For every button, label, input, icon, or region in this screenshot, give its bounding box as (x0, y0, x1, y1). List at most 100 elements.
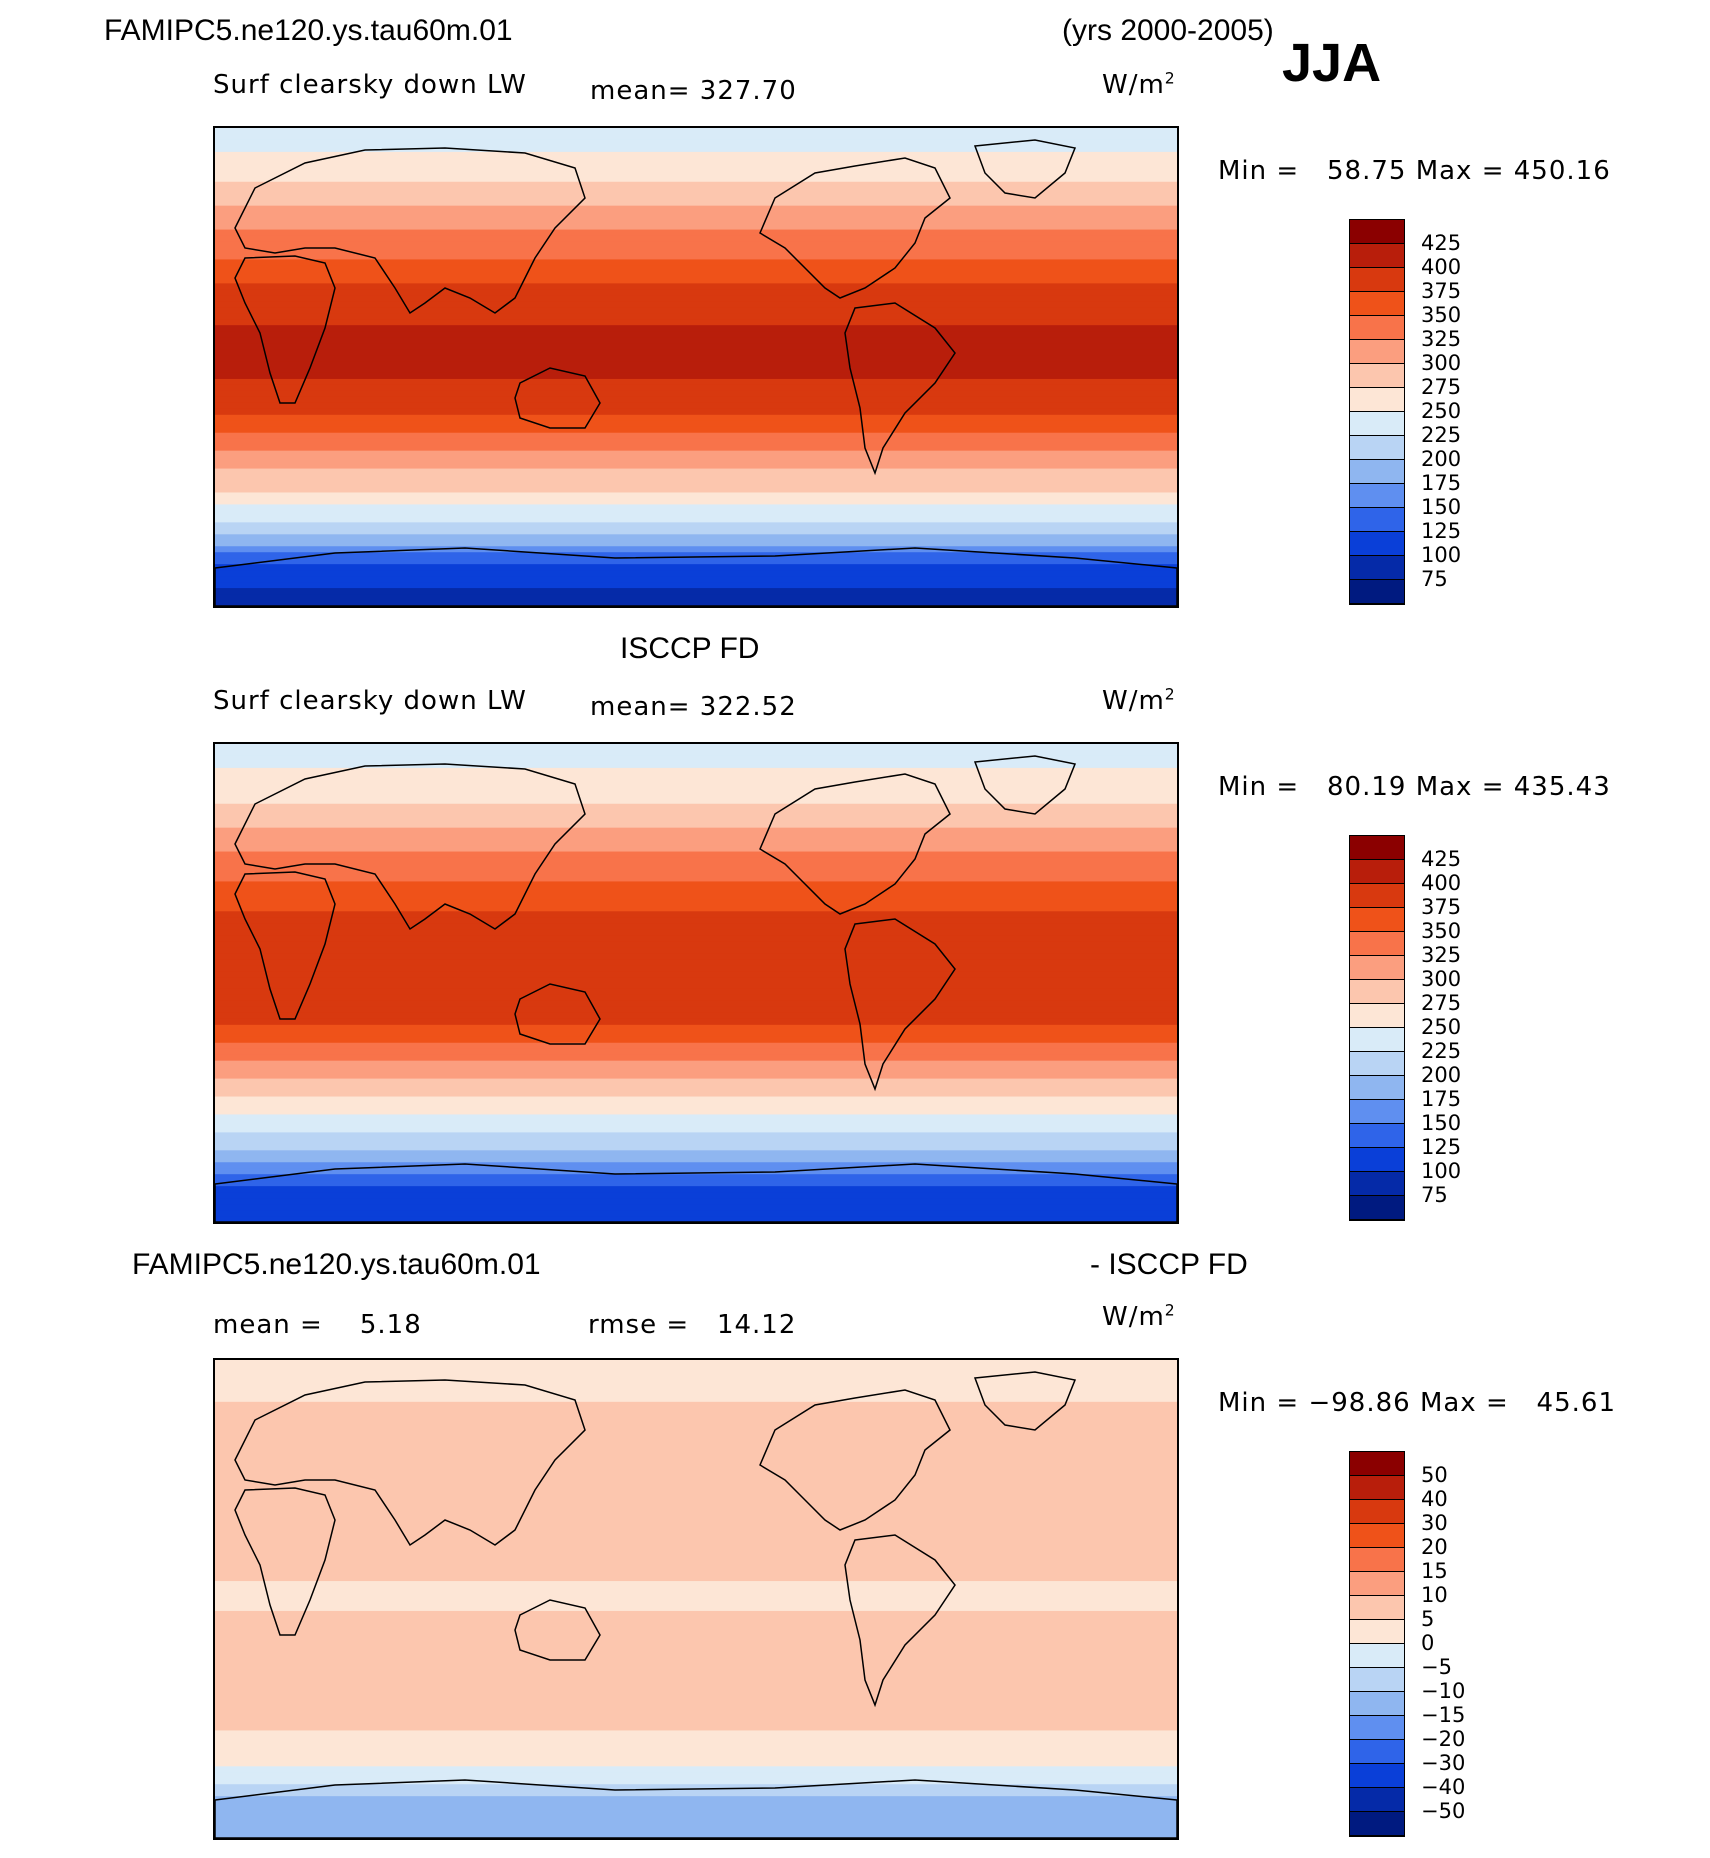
zonal-band (215, 295, 1177, 302)
zonal-band (215, 773, 1177, 781)
zonal-band (215, 1766, 1177, 1773)
colorbar-swatch (1350, 1148, 1404, 1172)
colorbar-swatch (1350, 1548, 1404, 1572)
zonal-band (215, 881, 1177, 888)
zonal-band (215, 1419, 1177, 1427)
zonal-band (215, 1060, 1177, 1068)
zonal-band (215, 1772, 1177, 1779)
zonal-band (215, 408, 1177, 416)
zonal-band (215, 253, 1177, 261)
zonal-band (215, 205, 1177, 213)
zonal-band (215, 1593, 1177, 1600)
zonal-band (215, 749, 1177, 757)
colorbar-swatch (1350, 884, 1404, 908)
coastline (234, 1379, 586, 1547)
zonal-band (215, 157, 1177, 165)
zonal-band (215, 313, 1177, 320)
zonal-band (215, 833, 1177, 841)
colorbar-swatch (1350, 1668, 1404, 1692)
colorbar-swatch (1350, 268, 1404, 292)
panel3-minmax: Min = −98.86 Max = 45.61 (1218, 1388, 1616, 1418)
zonal-band (215, 779, 1177, 787)
zonal-band (215, 588, 1177, 595)
zonal-band (215, 1150, 1177, 1157)
zonal-band (215, 1443, 1177, 1451)
zonal-band (215, 355, 1177, 362)
colorbar-tick-label: 50 (1421, 1463, 1448, 1487)
panel1-minmax: Min = 58.75 Max = 450.16 (1218, 156, 1611, 186)
zonal-band (215, 863, 1177, 871)
zonal-band (215, 869, 1177, 877)
colorbar-tick-label: 15 (1421, 1559, 1448, 1583)
coastline (514, 367, 601, 429)
zonal-band (215, 558, 1177, 565)
zonal-band (215, 1018, 1177, 1026)
zonal-band (215, 1042, 1177, 1050)
colorbar-tick-label: 275 (1421, 375, 1462, 399)
zonal-band (215, 384, 1177, 392)
zonal-band (215, 1108, 1177, 1116)
zonal-band (215, 229, 1177, 237)
zonal-band (215, 1407, 1177, 1415)
zonal-band (215, 546, 1177, 553)
panel3-map (213, 1358, 1179, 1840)
colorbar-swatch (1350, 1172, 1404, 1196)
zonal-band (215, 1006, 1177, 1014)
colorbar-swatch (1350, 556, 1404, 580)
zonal-band (215, 953, 1177, 960)
colorbar-tick-label: 75 (1421, 567, 1448, 591)
zonal-band (215, 947, 1177, 954)
zonal-band (215, 432, 1177, 440)
colorbar-tick-label: −5 (1421, 1655, 1452, 1679)
zonal-band (215, 785, 1177, 793)
colorbar-tick-label: 425 (1421, 847, 1462, 871)
colorbar-boxes (1349, 219, 1405, 605)
zonal-band (215, 959, 1177, 966)
zonal-band (215, 1640, 1177, 1648)
zonal-band (215, 1557, 1177, 1564)
coastline (844, 918, 956, 1092)
zonal-band (215, 1700, 1177, 1708)
zonal-band (215, 1694, 1177, 1702)
zonal-band (215, 1563, 1177, 1570)
panel2-units: W/m2 (1102, 685, 1176, 716)
zonal-band (215, 1102, 1177, 1110)
zonal-band (215, 809, 1177, 817)
zonal-band (215, 1467, 1177, 1475)
zonal-band (215, 259, 1177, 267)
colorbar-tick-label: 75 (1421, 1183, 1448, 1207)
zonal-band (215, 271, 1177, 278)
zonal-band (215, 821, 1177, 829)
colorbar-swatch (1350, 836, 1404, 860)
colorbar-tick-label: −15 (1421, 1703, 1466, 1727)
panel3-units: W/m2 (1102, 1301, 1176, 1332)
zonal-band (215, 1216, 1177, 1222)
zonal-band (215, 797, 1177, 805)
zonal-band (215, 1610, 1177, 1618)
colorbar-boxes (1349, 1451, 1405, 1837)
zonal-band (215, 917, 1177, 924)
zonal-band (215, 390, 1177, 398)
zonal-band (215, 444, 1177, 452)
zonal-band (215, 498, 1177, 506)
zonal-band (215, 1604, 1177, 1612)
coastline (759, 773, 951, 915)
colorbar-swatch (1350, 1100, 1404, 1124)
zonal-band (215, 462, 1177, 470)
zonal-band (215, 929, 1177, 936)
colorbar-swatch (1350, 412, 1404, 436)
colorbar-swatch (1350, 364, 1404, 388)
zonal-band (215, 1180, 1177, 1187)
panel2-colorbar: 425 400 375 350 325 300 275 250 225 200 175 150 125 1… (1349, 835, 1461, 1221)
zonal-band (215, 1096, 1177, 1104)
zonal-band (215, 367, 1177, 374)
case-title: FAMIPC5.ne120.ys.tau60m.01 (104, 14, 513, 47)
zonal-band (215, 319, 1177, 326)
zonal-band (215, 1365, 1177, 1373)
colorbar-swatch (1350, 1476, 1404, 1500)
coastline (973, 755, 1077, 815)
zonal-band (215, 988, 1177, 996)
colorbar-tick-label: 125 (1421, 1135, 1462, 1159)
zonal-band (215, 151, 1177, 159)
zonal-band (215, 1024, 1177, 1032)
